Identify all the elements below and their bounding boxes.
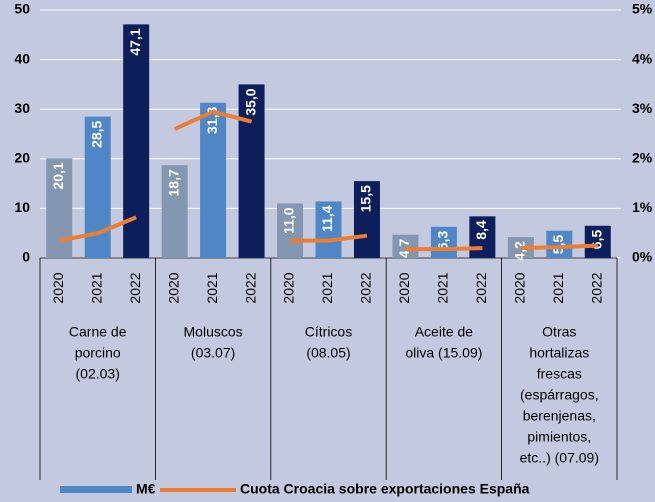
- bar: [200, 102, 227, 258]
- x-tick-label: 2021: [550, 272, 566, 303]
- legend-label: M€: [136, 481, 156, 497]
- bar: [277, 203, 304, 258]
- group-label: (03.07): [191, 345, 235, 361]
- x-tick-label: 2022: [358, 272, 374, 303]
- group-label: etc..) (07.09): [520, 450, 599, 466]
- x-tick-label: 2020: [50, 272, 66, 303]
- value-label: 4,7: [396, 238, 412, 258]
- group-label: (02.03): [76, 366, 120, 382]
- y2-tick-label: 0%: [632, 249, 653, 265]
- bar: [430, 226, 457, 258]
- value-label: 11,0: [281, 207, 297, 234]
- y2-tick-label: 4%: [632, 50, 653, 66]
- legend-label: Cuota Croacia sobre exportaciones España: [240, 481, 530, 497]
- value-label: 8,4: [473, 220, 489, 240]
- bar: [46, 158, 73, 258]
- line-series: [58, 109, 598, 252]
- group-label: pimientos,: [527, 429, 591, 445]
- x-tick-label: 2021: [204, 272, 220, 303]
- x-tick-label: 2020: [281, 272, 297, 303]
- bar: [546, 230, 573, 258]
- bar: [353, 181, 380, 258]
- y-tick-label: 10: [14, 199, 30, 215]
- bar: [238, 84, 265, 259]
- x-tick-label: 2022: [127, 272, 143, 303]
- x-tick-label: 2021: [435, 272, 451, 303]
- group-label: Carne de: [69, 324, 127, 340]
- group-label: (espárragos,: [520, 387, 599, 403]
- bar: [469, 216, 496, 258]
- x-tick-label: 2021: [88, 272, 104, 303]
- x-tick-label: 2021: [319, 272, 335, 303]
- y-tick-label: 0: [22, 249, 30, 265]
- bar: [584, 225, 611, 258]
- value-label: 15,5: [358, 185, 374, 212]
- group-label: (08.05): [306, 345, 350, 361]
- y-tick-label: 40: [14, 50, 30, 66]
- group-label: Aceite de: [415, 324, 474, 340]
- x-tick-label: 2020: [396, 272, 412, 303]
- value-label: 11,4: [319, 205, 335, 232]
- group-label: hortalizas: [529, 345, 589, 361]
- value-label: 20,1: [50, 162, 66, 189]
- y-tick-label: 20: [14, 150, 30, 166]
- bar: [392, 234, 419, 258]
- x-tick-label: 2022: [473, 272, 489, 303]
- group-label: frescas: [537, 366, 582, 382]
- value-label: 5,5: [550, 235, 566, 255]
- group-label: Otras: [542, 324, 576, 340]
- y2-tick-label: 3%: [632, 100, 653, 116]
- y2-tick-label: 5%: [632, 1, 653, 17]
- group-label: Moluscos: [184, 324, 243, 340]
- group-label: porcino: [75, 345, 121, 361]
- y2-tick-label: 1%: [632, 199, 653, 215]
- group-label: oliva (15.09): [405, 345, 482, 361]
- x-tick-label: 2020: [165, 272, 181, 303]
- y-tick-label: 50: [14, 1, 30, 17]
- x-tick-label: 2022: [242, 272, 258, 303]
- value-label: 4,2: [512, 241, 528, 261]
- y2-tick-label: 2%: [632, 150, 653, 166]
- x-tick-label: 2020: [512, 272, 528, 303]
- value-label: 18,7: [165, 169, 181, 196]
- y-tick-label: 30: [14, 100, 30, 116]
- value-label: 47,1: [127, 28, 143, 55]
- group-label: Cítricos: [305, 324, 352, 340]
- bar: [315, 201, 342, 258]
- value-label: 6,3: [435, 231, 451, 251]
- value-label: 28,5: [88, 120, 104, 147]
- group-label: berenjenas,: [523, 408, 596, 424]
- x-tick-label: 2022: [588, 272, 604, 303]
- bar: [161, 165, 188, 258]
- value-label: 35,0: [242, 88, 258, 115]
- legend-swatch: [60, 486, 132, 493]
